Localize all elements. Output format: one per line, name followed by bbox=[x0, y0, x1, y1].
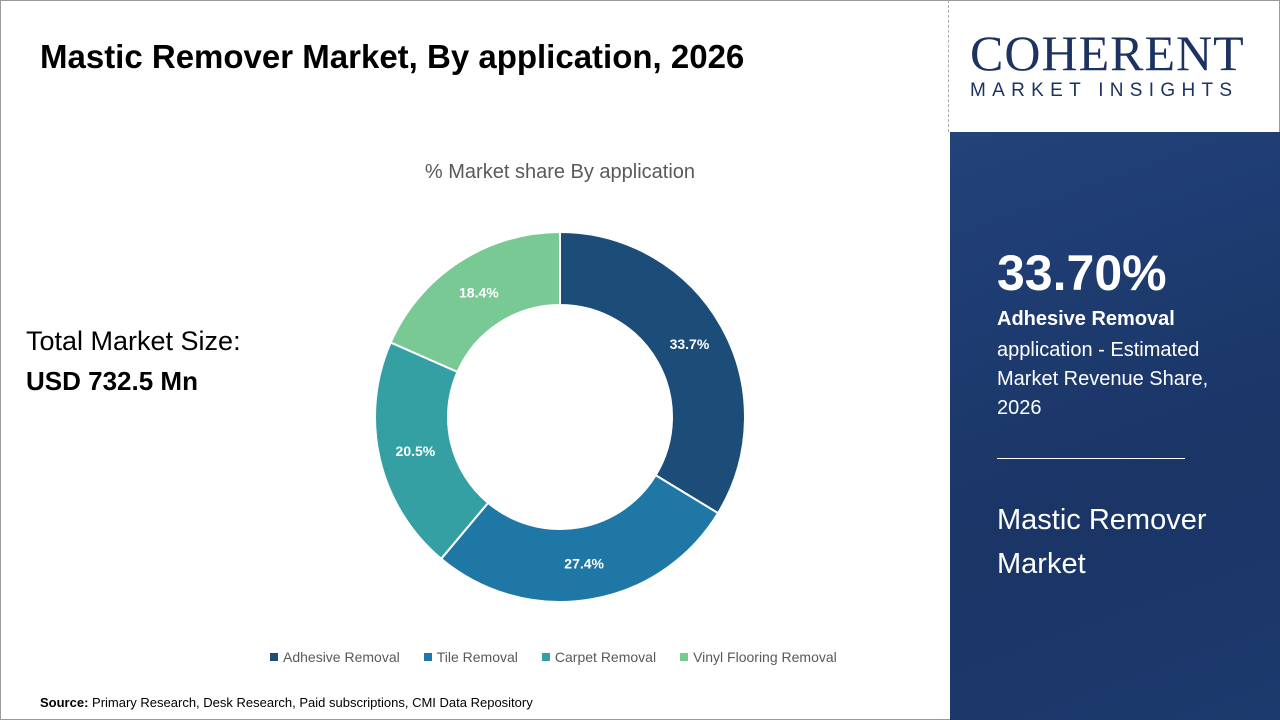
legend-item: Adhesive Removal bbox=[270, 649, 400, 665]
logo-tagline: MARKET INSIGHTS bbox=[970, 80, 1239, 101]
legend-label: Vinyl Flooring Removal bbox=[693, 649, 837, 665]
donut-slice-vinyl-flooring-removal bbox=[389, 230, 561, 374]
market-name: Mastic Remover Market bbox=[997, 504, 1207, 580]
logo: COHERENT MARKET INSIGHTS bbox=[970, 28, 1260, 102]
data-label: 20.5% bbox=[396, 443, 436, 459]
legend-swatch bbox=[541, 653, 550, 661]
total-market-label: Total Market Size: bbox=[26, 326, 241, 356]
legend-item: Vinyl Flooring Removal bbox=[680, 649, 837, 665]
data-label: 18.4% bbox=[459, 285, 499, 301]
divider bbox=[948, 0, 949, 132]
highlight-panel: 33.70% Adhesive Removal application - Es… bbox=[950, 132, 1280, 720]
highlight-percent: 33.70% bbox=[997, 245, 1167, 301]
chart-title: % Market share By application bbox=[424, 161, 696, 183]
donut-chart: 33.7% 27.4% 20.5% 18.4% bbox=[374, 230, 746, 603]
total-market-value: USD 732.5 Mn bbox=[26, 366, 198, 396]
source-text: Primary Research, Desk Research, Paid su… bbox=[88, 695, 533, 710]
highlight-segment: Adhesive Removal bbox=[997, 308, 1175, 330]
source-note: Source: Primary Research, Desk Research,… bbox=[40, 695, 533, 710]
legend-swatch bbox=[680, 653, 689, 661]
data-label: 33.7% bbox=[670, 336, 710, 352]
legend: Adhesive Removal Tile Removal Carpet Remov… bbox=[270, 649, 837, 665]
legend-label: Carpet Removal bbox=[554, 649, 657, 665]
legend-item: Tile Removal bbox=[423, 649, 518, 665]
donut-slice-adhesive-removal bbox=[559, 230, 746, 515]
legend-swatch bbox=[270, 653, 278, 661]
donut-slice-tile-removal bbox=[439, 473, 720, 603]
page-title: Mastic Remover Market, By application, 2… bbox=[40, 38, 745, 75]
legend-item: Carpet Removal bbox=[541, 649, 657, 665]
panel-divider bbox=[997, 458, 1185, 459]
highlight-description: application - Estimated Market Revenue S… bbox=[997, 339, 1209, 419]
donut-slice-carpet-removal bbox=[374, 341, 490, 561]
source-label: Source: bbox=[40, 695, 89, 710]
logo-wordmark: COHERENT bbox=[970, 25, 1245, 81]
legend-label: Adhesive Removal bbox=[283, 649, 400, 665]
data-label: 27.4% bbox=[564, 556, 604, 572]
legend-swatch bbox=[423, 653, 432, 661]
legend-label: Tile Removal bbox=[436, 649, 518, 665]
